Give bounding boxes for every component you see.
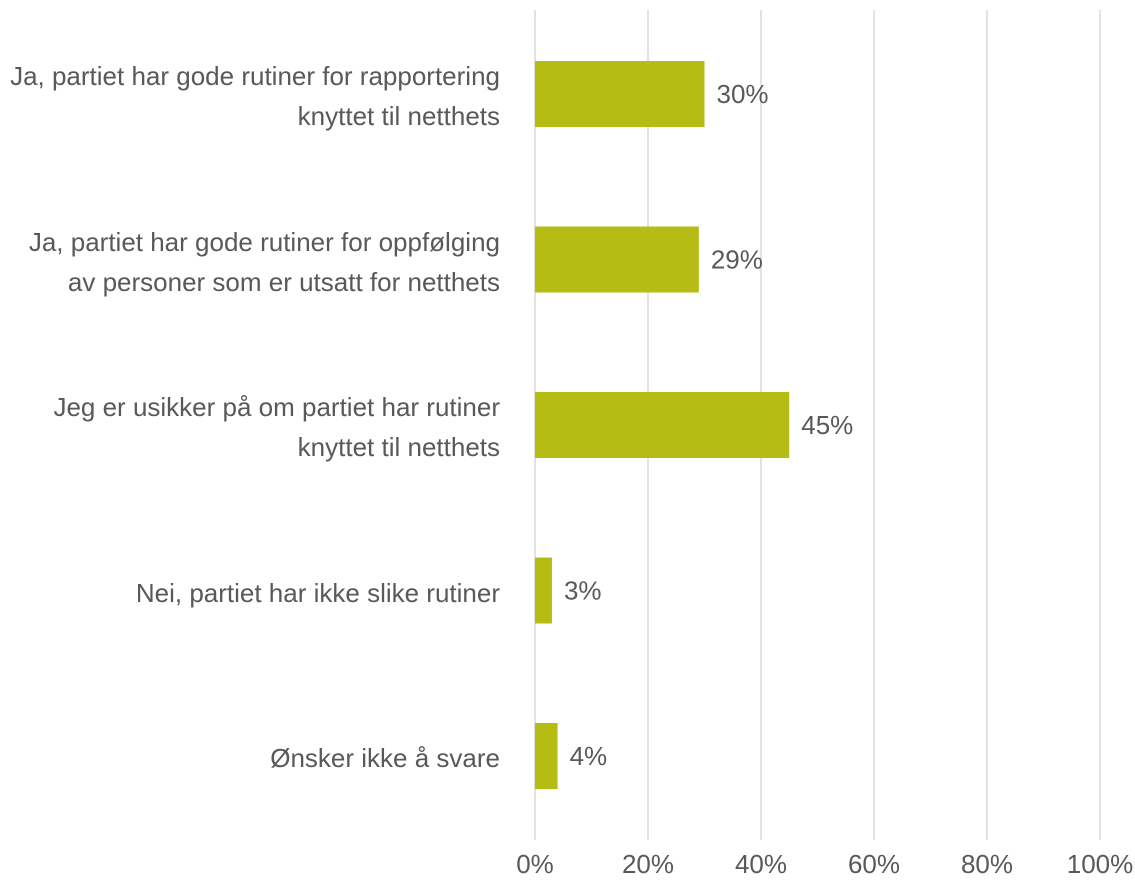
value-label: 29% — [711, 244, 763, 274]
x-tick-label: 100% — [1067, 849, 1134, 879]
value-label: 30% — [717, 79, 769, 109]
value-label: 45% — [801, 410, 853, 440]
bar — [535, 226, 699, 293]
bar — [535, 61, 705, 127]
category-label: Ønsker ikke å svare — [270, 743, 500, 773]
bar — [535, 723, 558, 789]
value-label: 4% — [570, 741, 608, 771]
bar — [535, 557, 552, 624]
x-tick-label: 0% — [516, 849, 554, 879]
category-label: Jeg er usikker på om partiet har rutiner… — [53, 392, 500, 462]
category-label: Nei, partiet har ikke slike rutiner — [135, 577, 500, 608]
x-tick-label: 20% — [622, 849, 674, 879]
x-tick-label: 40% — [735, 849, 787, 879]
category-label: Ja, partiet har gode rutiner for rapport… — [10, 61, 500, 131]
category-label: Ja, partiet har gode rutiner for oppfølg… — [28, 226, 500, 297]
value-label: 3% — [564, 575, 602, 605]
bar — [535, 392, 790, 458]
x-tick-label: 60% — [848, 849, 900, 879]
x-tick-label: 80% — [961, 849, 1013, 879]
